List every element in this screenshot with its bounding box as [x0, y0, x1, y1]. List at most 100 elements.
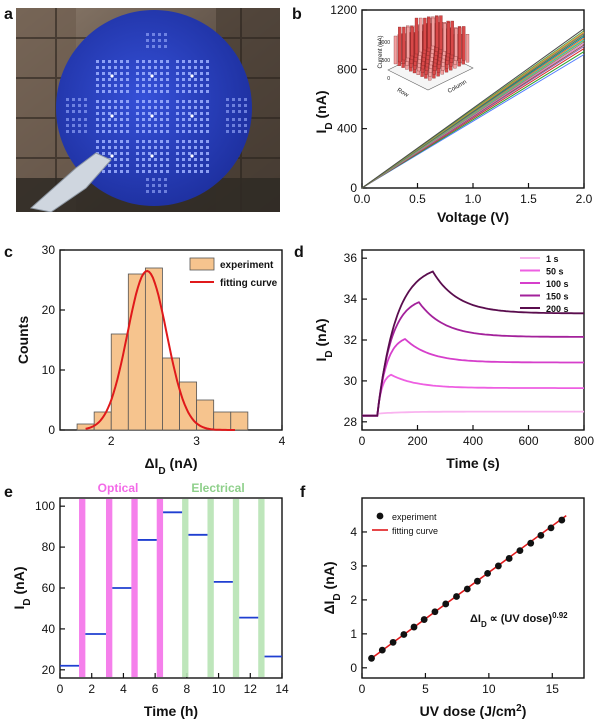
wafer-die-pad [200, 124, 203, 127]
wafer-die-pad [200, 140, 203, 143]
histogram-bar [230, 411, 249, 431]
wafer-die-pad [102, 112, 105, 115]
panel-e-label: e [4, 484, 13, 501]
wafer-die-pad [96, 100, 99, 103]
inset-z-tick: 1000 [379, 40, 390, 46]
inset-bar [439, 15, 443, 50]
wafer-die-pad [166, 158, 169, 161]
wafer-die-pad [188, 152, 191, 155]
x-tick-label: 1.5 [520, 192, 537, 206]
data-point [420, 616, 428, 623]
wafer-die-pad [188, 66, 191, 69]
inset-bar [450, 20, 454, 56]
wafer-die-pad [182, 164, 185, 167]
inset-bar [406, 26, 410, 59]
wafer-die-pad [154, 60, 157, 63]
wafer-die-pad [206, 146, 209, 149]
wafer-die-pad [102, 72, 105, 75]
wafer-die-pad [136, 84, 139, 87]
wafer-die-pad [148, 100, 151, 103]
x-tick-label: 10 [212, 682, 226, 696]
x-tick-label: 6 [152, 682, 159, 696]
data-point [527, 539, 535, 547]
inset-bar [427, 17, 431, 49]
wafer-die-pad [182, 158, 185, 161]
electrical-label: Electrical [191, 481, 244, 495]
wafer-die-pad [84, 98, 87, 101]
inset-bar [435, 16, 439, 48]
wafer-die-pad [158, 178, 161, 181]
wafer-die-pad [194, 100, 197, 103]
wafer-die-pad [126, 60, 129, 63]
y-tick-label: 28 [344, 415, 358, 429]
wafer-die-pad [102, 170, 105, 173]
wafer-die-pad [176, 130, 179, 133]
wafer-die-pad [148, 112, 151, 115]
wafer-die-pad [114, 106, 117, 109]
wafer-die-pad [102, 66, 105, 69]
wafer-die-pad [166, 84, 169, 87]
y-tick-label: 100 [35, 499, 55, 513]
wafer-die-pad [200, 66, 203, 69]
wafer-die-pad [108, 66, 111, 69]
wafer-die-pad [78, 118, 81, 121]
wafer-die-pad [188, 72, 191, 75]
wafer-die-pad [136, 170, 139, 173]
wafer-die-pad [182, 66, 185, 69]
x-axis-label: UV dose (J/cm2) [420, 703, 527, 720]
y-tick-label: 10 [42, 363, 56, 377]
inset-bar [398, 26, 402, 63]
wafer-die-pad [182, 124, 185, 127]
wafer-die-pad [120, 140, 123, 143]
wafer-die-pad [102, 60, 105, 63]
wafer-die-pad [166, 118, 169, 121]
x-tick-label: 2.0 [576, 192, 593, 206]
wafer-die-pad [108, 100, 111, 103]
wafer-die-pad [206, 78, 209, 81]
wafer-die-pad [66, 124, 69, 127]
wafer-die-pad [142, 164, 145, 167]
wafer-die-pad [102, 124, 105, 127]
wafer-die-pad [160, 78, 163, 81]
wafer-die-pad [164, 45, 167, 48]
wafer-die-pad [232, 98, 235, 101]
wafer-die-pad [114, 140, 117, 143]
inset-z-tick: 0 [387, 76, 390, 82]
legend-swatch-experiment [189, 257, 215, 271]
wafer-die-pad [206, 90, 209, 93]
wafer-die-pad [84, 130, 87, 133]
wafer-die-pad [142, 124, 145, 127]
wafer-die-pad [244, 104, 247, 107]
wafer-die-pad [102, 84, 105, 87]
wafer-die-pad [182, 78, 185, 81]
wafer-die-pad [120, 60, 123, 63]
wafer-die-pad [142, 60, 145, 63]
x-tick-label: 0.5 [409, 192, 426, 206]
electrical-pulse-band [207, 499, 214, 677]
x-tick-label: 14 [275, 682, 289, 696]
wafer-die-pad [142, 84, 145, 87]
wafer-die-pad [244, 118, 247, 121]
wafer-die-pad [176, 140, 179, 143]
y-tick-label: 1200 [330, 3, 357, 17]
x-tick-label: 0.0 [354, 192, 371, 206]
optical-label: Optical [98, 481, 139, 495]
wafer-die-pad [136, 106, 139, 109]
y-tick-label: 3 [350, 559, 357, 573]
wafer-die-pad [200, 146, 203, 149]
wafer-die-pad [146, 45, 149, 48]
wafer-die-pad [166, 124, 169, 127]
wafer-die-pad [120, 66, 123, 69]
wafer-die-pad [142, 72, 145, 75]
x-tick-label: 8 [184, 682, 191, 696]
wafer-die-pad [182, 152, 185, 155]
wafer-die-pad [146, 184, 149, 187]
wafer-die-pad [188, 90, 191, 93]
wafer-die-pad [226, 98, 229, 101]
wafer-die-pad [102, 90, 105, 93]
wafer-die-pad [114, 90, 117, 93]
y-tick-label: 2 [350, 593, 357, 607]
wafer-die-pad [206, 170, 209, 173]
wafer-die-pad [160, 152, 163, 155]
data-point [505, 555, 513, 562]
